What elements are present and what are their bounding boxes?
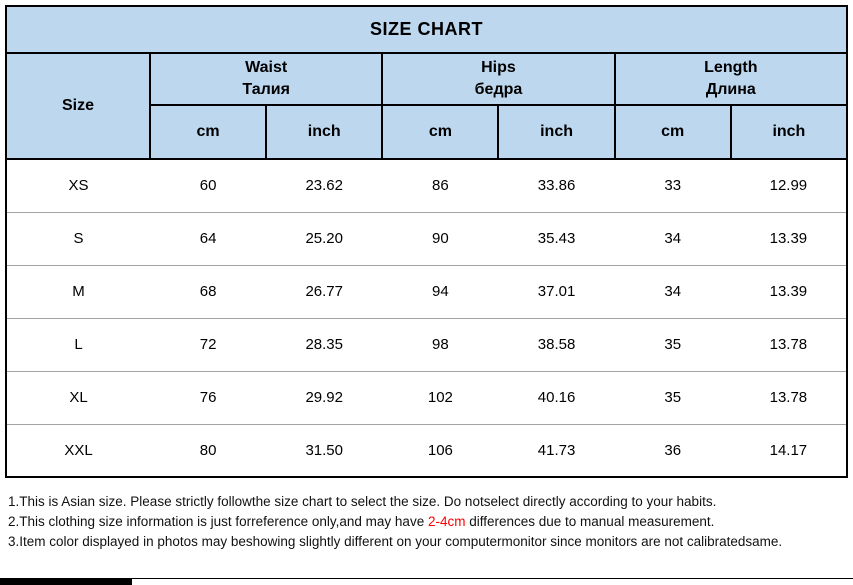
size-cell: L (5, 318, 150, 372)
waist-label-en: Waist (245, 59, 288, 76)
note-text: 1.This is Asian size. Please strictly fo… (8, 494, 717, 509)
header-units-row: cm inch cm inch cm inch (6, 104, 849, 160)
table-row-xxl: XXL 80 31.50 106 41.73 36 14.17 (5, 424, 849, 478)
value-cell: 86 (382, 159, 499, 213)
size-cell: XXL (5, 424, 150, 478)
value-cell: 37.01 (498, 265, 615, 319)
value-cell: 13.39 (730, 265, 849, 319)
hips-label-en: Hips (481, 59, 516, 76)
value-cell: 34 (614, 265, 731, 319)
note-line-1: 1.This is Asian size. Please strictly fo… (8, 492, 853, 512)
value-cell: 72 (150, 318, 267, 372)
value-cell: 36 (614, 424, 731, 478)
value-cell: 26.77 (266, 265, 383, 319)
unit-header-hips-cm: cm (381, 104, 500, 160)
size-cell: XS (5, 159, 150, 213)
waist-label-ru: Талия (242, 81, 290, 98)
value-cell: 28.35 (266, 318, 383, 372)
table-row-xl: XL 76 29.92 102 40.16 35 13.78 (5, 371, 849, 425)
note-highlight: 2-4cm (427, 514, 466, 529)
size-cell: XL (5, 371, 150, 425)
length-label-en: Length (704, 59, 758, 76)
value-cell: 80 (150, 424, 267, 478)
table-row-s: S 64 25.20 90 35.43 34 13.39 (5, 212, 849, 266)
value-cell: 29.92 (266, 371, 383, 425)
column-header-waist: Waist Талия (148, 52, 384, 106)
unit-header-hips-inch: inch (497, 104, 616, 160)
unit-header-length-cm: cm (613, 104, 732, 160)
note-text: 2.This clothing size information is just… (8, 514, 428, 529)
value-cell: 31.50 (266, 424, 383, 478)
value-cell: 41.73 (498, 424, 615, 478)
table-row-l: L 72 28.35 98 38.58 35 13.78 (5, 318, 849, 372)
unit-header-waist-cm: cm (148, 104, 268, 160)
note-line-2: 2.This clothing size information is just… (8, 512, 853, 532)
value-cell: 98 (382, 318, 499, 372)
value-cell: 90 (382, 212, 499, 266)
value-cell: 33.86 (498, 159, 615, 213)
title-row: SIZE CHART (5, 5, 848, 54)
value-cell: 38.58 (498, 318, 615, 372)
table-row-xs: XS 60 23.62 86 33.86 33 12.99 (5, 159, 849, 213)
value-cell: 34 (614, 212, 731, 266)
value-cell: 64 (150, 212, 267, 266)
hips-label-ru: бедра (474, 81, 523, 98)
value-cell: 12.99 (730, 159, 849, 213)
footnotes: 1.This is Asian size. Please strictly fo… (8, 492, 853, 552)
column-header-size: Size (5, 52, 151, 160)
value-cell: 94 (382, 265, 499, 319)
value-cell: 25.20 (266, 212, 383, 266)
table-row-m: M 68 26.77 94 37.01 34 13.39 (5, 265, 849, 319)
note-text: differences due to manual measurement. (465, 514, 715, 529)
value-cell: 40.16 (498, 371, 615, 425)
value-cell: 13.78 (730, 371, 849, 425)
value-cell: 13.39 (730, 212, 849, 266)
column-header-length: Length Длина (613, 52, 849, 106)
value-cell: 13.78 (730, 318, 849, 372)
value-cell: 35 (614, 318, 731, 372)
column-header-hips: Hips бедра (381, 52, 616, 106)
unit-header-length-inch: inch (729, 104, 849, 160)
size-cell: M (5, 265, 150, 319)
value-cell: 23.62 (266, 159, 383, 213)
value-cell: 68 (150, 265, 267, 319)
note-line-3: 3.Item color displayed in photos may bes… (8, 532, 853, 552)
value-cell: 76 (150, 371, 267, 425)
value-cell: 35 (614, 371, 731, 425)
value-cell: 14.17 (730, 424, 849, 478)
cropped-next-section-corner (0, 578, 132, 585)
value-cell: 60 (150, 159, 267, 213)
value-cell: 102 (382, 371, 499, 425)
value-cell: 33 (614, 159, 731, 213)
page-title: SIZE CHART (5, 5, 848, 54)
note-text: 3.Item color displayed in photos may bes… (8, 534, 783, 549)
unit-header-waist-inch: inch (265, 104, 384, 160)
size-cell: S (5, 212, 150, 266)
header-group-row: Size Waist Талия Hips бедра Length Длина (5, 52, 849, 160)
size-chart-table: SIZE CHART Size Waist Талия Hips бедра L… (5, 5, 849, 478)
length-label-ru: Длина (705, 81, 756, 98)
value-cell: 35.43 (498, 212, 615, 266)
cropped-next-section-line (0, 578, 853, 579)
value-cell: 106 (382, 424, 499, 478)
